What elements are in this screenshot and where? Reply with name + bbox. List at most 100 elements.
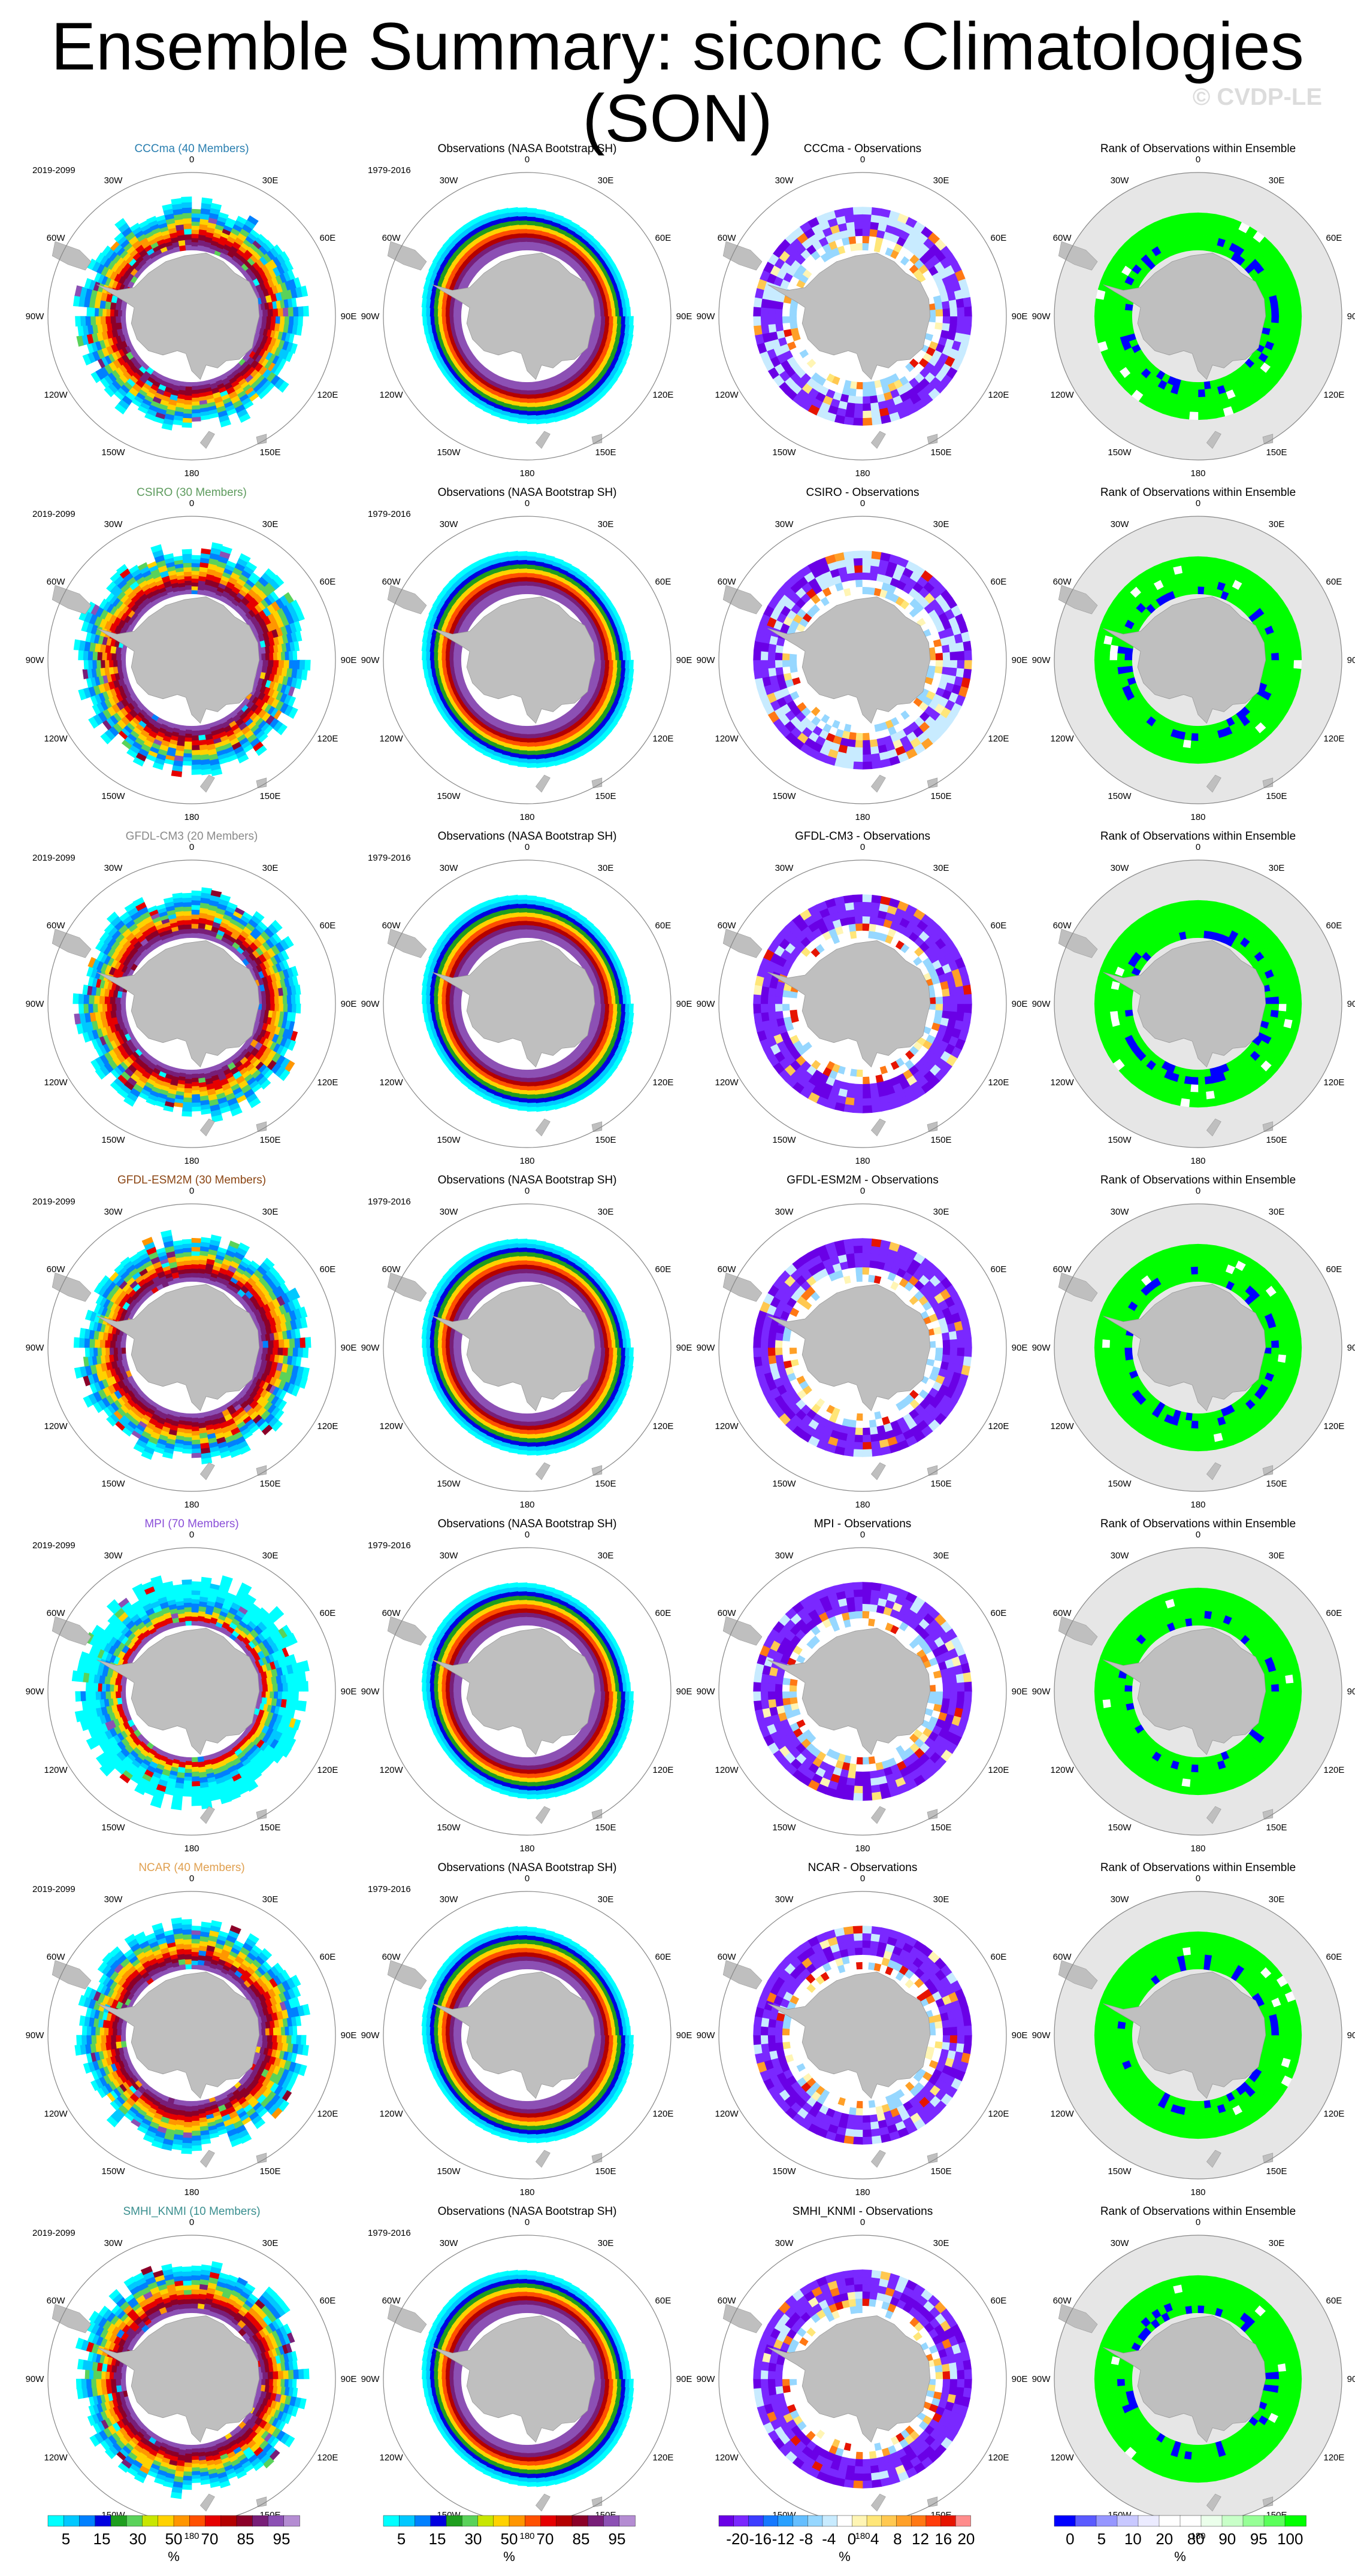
tasmania-landmass bbox=[591, 1465, 603, 1476]
longitude-label: 0 bbox=[1196, 498, 1200, 508]
panel-title: Rank of Observations within Ensemble bbox=[1100, 1861, 1296, 1874]
longitude-label: 120E bbox=[317, 1077, 338, 1088]
south-america-landmass bbox=[52, 1960, 92, 1990]
longitude-label: 120E bbox=[1323, 1421, 1344, 1431]
longitude-label: 150W bbox=[772, 447, 796, 458]
panel-title: GFDL-CM3 (20 Members) bbox=[125, 830, 258, 843]
map-boundary bbox=[383, 1203, 672, 1492]
longitude-label: 120E bbox=[988, 734, 1009, 744]
longitude-label: 30E bbox=[262, 519, 279, 529]
colorbar-tick-label: 90 bbox=[1218, 2530, 1236, 2548]
longitude-label: 30W bbox=[440, 175, 459, 186]
new-zealand-landmass bbox=[536, 431, 551, 449]
longitude-label: 60W bbox=[1053, 577, 1072, 587]
longitude-label: 30W bbox=[104, 863, 123, 873]
new-zealand-landmass bbox=[536, 1806, 551, 1824]
longitude-label: 30E bbox=[933, 2238, 949, 2248]
map-panel-rank: Rank of Observations within Ensemble 0 30E… bbox=[1032, 2205, 1355, 2541]
colorbar-swatch bbox=[793, 2515, 808, 2527]
colorbar-tick-label: 85 bbox=[573, 2530, 590, 2548]
new-zealand-landmass bbox=[536, 1118, 551, 1137]
longitude-label: 60W bbox=[382, 921, 401, 931]
longitude-label: 60E bbox=[991, 2296, 1007, 2306]
longitude-label: 90W bbox=[1032, 655, 1051, 665]
longitude-label: 150E bbox=[595, 447, 616, 458]
map-panel-rank: Rank of Observations within Ensemble 0 30E… bbox=[1032, 1518, 1355, 1854]
longitude-label: 150E bbox=[595, 1823, 616, 1833]
longitude-label: 60W bbox=[718, 1264, 737, 1275]
map-panel-observations: Observations (NASA Bootstrap SH) 1979-201… bbox=[361, 486, 692, 822]
longitude-label: 90W bbox=[361, 999, 380, 1009]
longitude-label: 90E bbox=[341, 1687, 357, 1697]
map-panel-observations: Observations (NASA Bootstrap SH) 1979-201… bbox=[361, 830, 692, 1166]
colorbar-swatch bbox=[866, 2515, 882, 2527]
map-boundary bbox=[718, 859, 1007, 1148]
longitude-label: 60E bbox=[1326, 1608, 1342, 1618]
longitude-label: 180 bbox=[184, 468, 199, 479]
antarctica-landmass bbox=[767, 252, 931, 380]
longitude-label: 0 bbox=[189, 498, 194, 508]
colorbar-swatch bbox=[525, 2515, 542, 2527]
longitude-label: 90W bbox=[1032, 2030, 1051, 2041]
longitude-label: 90W bbox=[1032, 311, 1051, 322]
panel-title: Observations (NASA Bootstrap SH) bbox=[437, 143, 617, 155]
longitude-label: 120E bbox=[1323, 734, 1344, 744]
colorbar-tick-label: 20 bbox=[1156, 2530, 1173, 2548]
south-america-landmass bbox=[722, 2303, 763, 2333]
longitude-label: 30E bbox=[1269, 175, 1285, 186]
new-zealand-landmass bbox=[200, 2150, 215, 2168]
new-zealand-landmass bbox=[871, 2150, 886, 2168]
colorbar-siconc: 5 15 30 50 70 85 95% bbox=[383, 2515, 659, 2572]
longitude-label: 0 bbox=[860, 155, 865, 165]
antarctica-landmass bbox=[432, 596, 595, 724]
longitude-label: 0 bbox=[860, 842, 865, 852]
new-zealand-landmass bbox=[1206, 774, 1221, 793]
longitude-label: 0 bbox=[189, 1186, 194, 1196]
longitude-label: 30W bbox=[440, 1207, 459, 1217]
longitude-label: 150W bbox=[772, 791, 796, 801]
panel-title: CCCma (40 Members) bbox=[134, 143, 249, 155]
longitude-label: 0 bbox=[860, 1873, 865, 1884]
colorbar-swatch bbox=[110, 2515, 127, 2527]
longitude-label: 60W bbox=[718, 921, 737, 931]
antarctica-landmass bbox=[96, 596, 260, 724]
longitude-label: 30E bbox=[933, 519, 949, 529]
longitude-label: 90W bbox=[26, 2374, 45, 2384]
map-boundary bbox=[1054, 172, 1342, 461]
panel-title: Rank of Observations within Ensemble bbox=[1100, 486, 1296, 499]
antarctica-landmass bbox=[1103, 252, 1266, 380]
tasmania-landmass bbox=[927, 777, 938, 788]
colorbar-swatch bbox=[540, 2515, 557, 2527]
antarctica-landmass bbox=[767, 2315, 931, 2443]
panel-title: Rank of Observations within Ensemble bbox=[1100, 143, 1296, 155]
longitude-label: 120W bbox=[380, 390, 404, 400]
colorbar-tick-label: 0 bbox=[848, 2530, 856, 2548]
tasmania-landmass bbox=[256, 2496, 267, 2507]
longitude-label: 120W bbox=[44, 734, 68, 744]
longitude-label: 120W bbox=[380, 734, 404, 744]
longitude-label: 90E bbox=[1347, 655, 1355, 665]
longitude-label: 0 bbox=[525, 1530, 530, 1540]
antarctica-landmass bbox=[1103, 2315, 1266, 2443]
longitude-label: 30E bbox=[933, 1207, 949, 1217]
longitude-label: 30W bbox=[104, 1551, 123, 1561]
longitude-label: 60E bbox=[1326, 1952, 1342, 1962]
longitude-label: 60E bbox=[991, 577, 1007, 587]
south-america-landmass bbox=[1058, 585, 1098, 615]
longitude-label: 180 bbox=[855, 1844, 870, 1854]
colorbar-tick-label: 85 bbox=[237, 2530, 255, 2548]
south-america-landmass bbox=[387, 241, 427, 271]
map-panel-rank: Rank of Observations within Ensemble 0 30E… bbox=[1032, 1861, 1355, 2197]
tasmania-landmass bbox=[256, 1465, 267, 1476]
longitude-label: 180 bbox=[184, 1156, 199, 1166]
colorbar-swatch bbox=[807, 2515, 823, 2527]
map-panel-difference: MPI - Observations 0 30E 60E 90E 120E 150E 180 1… bbox=[697, 1518, 1028, 1854]
longitude-label: 120E bbox=[988, 1765, 1009, 1775]
new-zealand-landmass bbox=[1206, 1462, 1221, 1481]
longitude-label: 180 bbox=[855, 2187, 870, 2197]
